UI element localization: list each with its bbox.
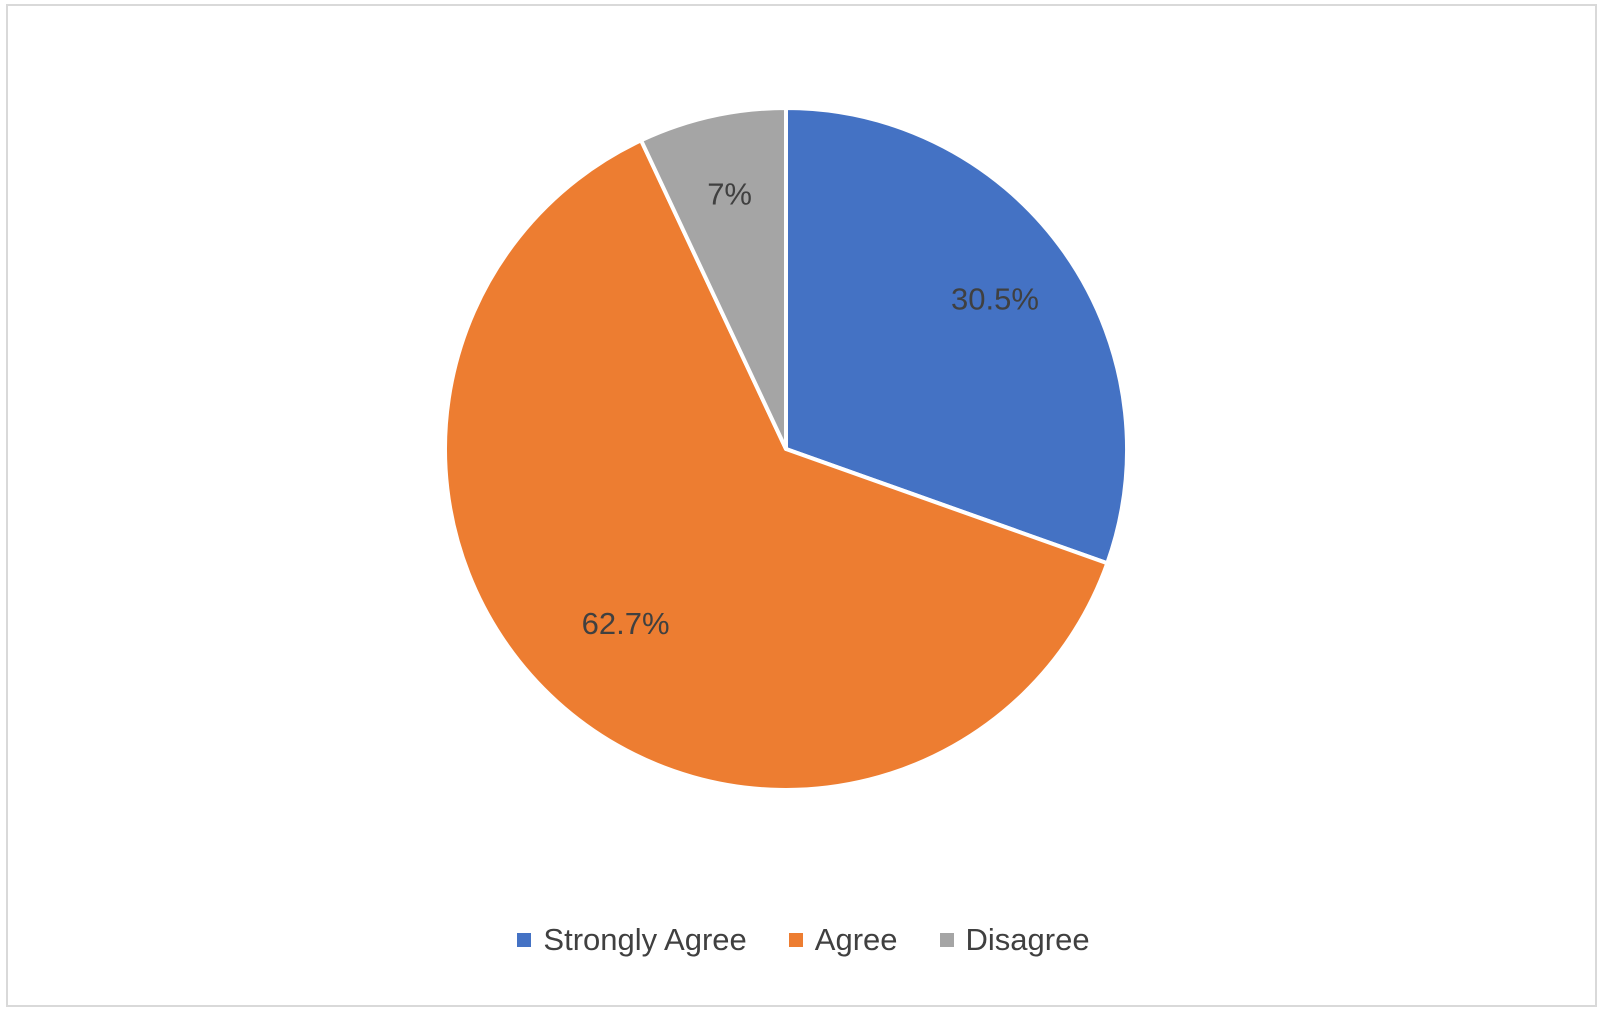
- data-label-strongly-agree: 30.5%: [951, 282, 1039, 317]
- pie-slice-agree: [443, 138, 1110, 792]
- legend-label-disagree: Disagree: [965, 922, 1090, 957]
- legend: Strongly Agree Agree Disagree: [8, 924, 1599, 955]
- legend-swatch-strongly-agree: [517, 932, 532, 947]
- legend-item-agree: Agree: [788, 922, 898, 957]
- pie-chart: 30.5% 62.7% 7%: [443, 106, 1129, 792]
- pie-slice-disagree: [639, 106, 788, 451]
- pie-slice-strongly-agree: [784, 106, 1129, 566]
- legend-swatch-agree: [788, 932, 803, 947]
- legend-item-strongly-agree: Strongly Agree: [517, 922, 747, 957]
- legend-swatch-disagree: [939, 932, 954, 947]
- data-label-disagree: 7%: [707, 176, 752, 211]
- legend-label-strongly-agree: Strongly Agree: [543, 922, 747, 957]
- data-label-agree: 62.7%: [582, 606, 670, 641]
- chart-area: 30.5% 62.7% 7% Strongly Agree Agree Disagr…: [6, 4, 1597, 1007]
- legend-label-agree: Agree: [814, 922, 898, 957]
- legend-item-disagree: Disagree: [939, 922, 1090, 957]
